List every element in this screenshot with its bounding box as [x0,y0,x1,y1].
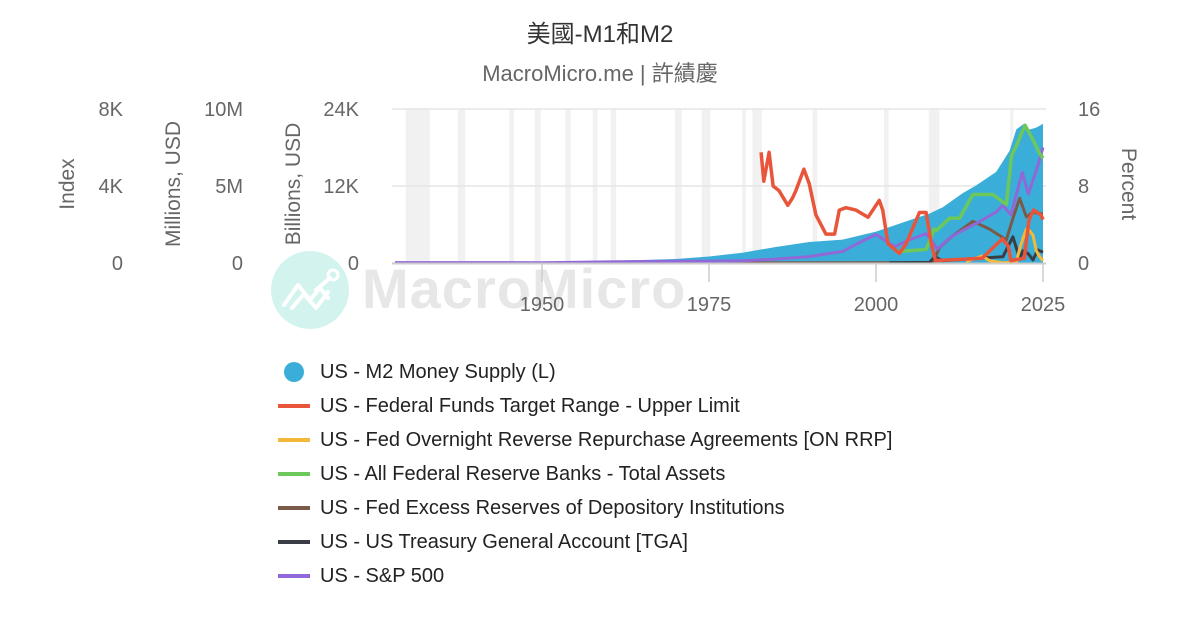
watermark-text: MacroMicro [362,257,687,320]
x-tick-2025: 2025 [1020,294,1066,316]
chart-legend: US - M2 Money Supply (L) US - Federal Fu… [276,355,892,593]
x-tick-1950: 1950 [519,294,565,316]
tick-index-4k: 4K [98,176,123,198]
legend-line-icon [276,430,310,450]
tick-millions-0: 0 [231,253,243,275]
x-tick-2000: 2000 [853,294,899,316]
legend-item-tga[interactable]: US - US Treasury General Account [TGA] [276,525,892,559]
legend-item-sp500[interactable]: US - S&P 500 [276,559,892,593]
legend-line-icon [276,498,310,518]
legend-label: US - All Federal Reserve Banks - Total A… [320,462,726,485]
legend-line-icon [276,532,310,552]
legend-item-excess-reserves[interactable]: US - Fed Excess Reserves of Depository I… [276,491,892,525]
legend-label: US - Fed Excess Reserves of Depository I… [320,496,785,519]
legend-line-icon [276,396,310,416]
x-tick-1975: 1975 [686,294,732,316]
chart-subtitle: MacroMicro.me | 許績慶 [482,61,718,86]
tick-percent-0: 0 [1078,253,1090,275]
legend-label: US - Fed Overnight Reverse Repurchase Ag… [320,428,893,451]
tick-billions-0: 0 [347,253,359,275]
x-axis-ticks [541,264,1044,282]
tick-billions-12k: 12K [323,176,359,198]
legend-line-icon [276,464,310,484]
tick-index-0: 0 [111,253,123,275]
tick-millions-5m: 5M [215,176,243,198]
series-line [965,227,1045,265]
tick-billions-24k: 24K [323,99,359,121]
legend-item-on-rrp[interactable]: US - Fed Overnight Reverse Repurchase Ag… [276,423,892,457]
chart-title: 美國-M1和M2 [526,21,674,48]
chart-plot-area[interactable] [0,0,1200,330]
tick-millions-10m: 10M [204,99,243,121]
legend-label: US - US Treasury General Account [TGA] [320,530,688,553]
series-line [759,150,1045,263]
legend-line-icon [276,566,310,586]
tick-percent-8: 8 [1078,176,1090,198]
legend-item-m2[interactable]: US - M2 Money Supply (L) [276,355,892,389]
tick-index-8k: 8K [98,99,123,121]
series-layer [394,123,1045,265]
legend-dot-icon [276,362,310,382]
gridlines [392,108,1046,187]
legend-item-fed-total-assets[interactable]: US - All Federal Reserve Banks - Total A… [276,457,892,491]
legend-label: US - Federal Funds Target Range - Upper … [320,394,740,417]
tick-percent-16: 16 [1078,99,1101,121]
macromicro-logo-icon [271,251,349,329]
legend-item-fed-funds[interactable]: US - Federal Funds Target Range - Upper … [276,389,892,423]
legend-label: US - S&P 500 [320,564,445,587]
legend-label: US - M2 Money Supply (L) [320,360,556,383]
